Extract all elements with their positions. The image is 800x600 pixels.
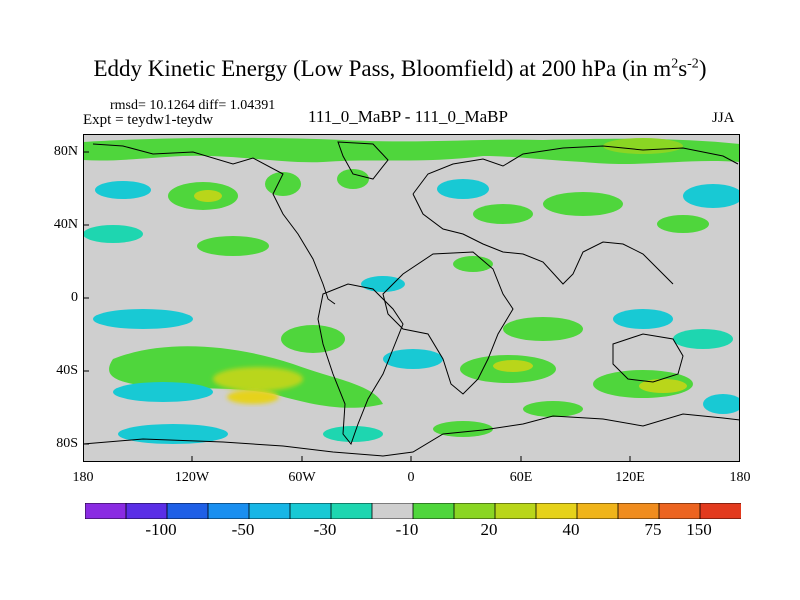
title-sup1: 2	[671, 56, 679, 72]
colorbar-swatch-4	[207, 502, 250, 520]
field-sh-core-1	[213, 367, 303, 391]
field-nh-2	[95, 181, 151, 199]
map-background	[83, 134, 740, 462]
axis-ticks	[83, 151, 631, 462]
field-trop-3	[503, 317, 583, 341]
colorbar-swatch-3	[166, 502, 209, 520]
colorbar-swatch-11	[494, 502, 537, 520]
ytick-label-80s: 80S	[56, 436, 78, 451]
experiment-label: Expt = teydw1-teydw	[83, 112, 214, 128]
field-sh-2	[113, 382, 213, 402]
colorbar-swatch-1	[84, 502, 127, 520]
field-sh-6-core	[493, 360, 533, 372]
field-nh-13	[83, 225, 143, 243]
runs-label: 111_0_MaBP - 111_0_MaBP	[308, 107, 508, 126]
colorbar-swatches	[84, 502, 742, 520]
xtick-label-180w: 180	[72, 470, 94, 485]
xtick-label-60e: 60E	[509, 470, 533, 485]
colorbar-label-2: -50	[231, 520, 255, 539]
colorbar-swatch-14	[617, 502, 660, 520]
colorbar-label-3: -30	[313, 520, 337, 539]
colorbar-swatch-7	[330, 502, 373, 520]
ytick-label-40n: 40N	[53, 217, 78, 232]
rmsd-diff-text: rmsd= 10.1264 diff= 1.04391	[110, 98, 276, 113]
colorbar	[84, 502, 742, 524]
field-sh-9	[703, 394, 740, 414]
colorbar-swatch-6	[289, 502, 332, 520]
field-nh-8	[683, 184, 740, 208]
field-nh-11	[361, 276, 405, 292]
colorbar-swatch-13	[576, 502, 619, 520]
field-sh-3	[118, 424, 228, 444]
coast-eurasia-north	[412, 145, 739, 195]
field-nh-9	[657, 215, 709, 233]
colorbar-swatch-2	[125, 502, 168, 520]
ytick-label-40s: 40S	[56, 363, 78, 378]
field-trop-4	[613, 309, 673, 329]
map-plot	[83, 134, 740, 462]
xtick-label-120w: 120W	[174, 470, 210, 485]
field-nh-10	[197, 236, 269, 256]
field-nh-7	[543, 192, 623, 216]
xtick-label-60w: 60W	[288, 470, 316, 485]
field-nh-1-core	[194, 190, 222, 202]
field-sh-7-core	[639, 379, 687, 393]
field-nh-4	[337, 169, 369, 189]
field-sh-8	[523, 401, 583, 417]
season-label: JJA	[712, 110, 735, 126]
xtick-label-0: 0	[407, 470, 415, 485]
ytick-label-80n: 80N	[53, 144, 78, 159]
title-sup2: -2	[687, 56, 699, 72]
colorbar-swatch-10	[453, 502, 496, 520]
colorbar-label-4: -10	[395, 520, 419, 539]
field-nh-3	[265, 172, 301, 196]
field-trop-5	[673, 329, 733, 349]
colorbar-label-6: 40	[562, 520, 580, 539]
field-sh-4	[323, 426, 383, 442]
coast-eurasia-south	[412, 193, 674, 285]
colorbar-label-8: 150	[686, 520, 712, 539]
coast-africa	[382, 251, 514, 395]
coast-greenland	[337, 141, 389, 180]
field-nh-5	[437, 179, 489, 199]
xtick-label-180e: 180	[729, 470, 751, 485]
colorbar-swatch-12	[535, 502, 578, 520]
field-arctic-band	[83, 137, 740, 164]
colorbar-swatch-16	[699, 502, 742, 520]
contour-fields	[83, 137, 740, 444]
ytick-label-0: 0	[71, 290, 78, 305]
title-mid: s	[678, 56, 688, 81]
colorbar-label-5: 20	[480, 520, 498, 539]
colorbar-swatch-15	[658, 502, 701, 520]
field-trop-1	[93, 309, 193, 329]
title-main: Eddy Kinetic Energy (Low Pass, Bloomfiel…	[93, 56, 672, 81]
colorbar-swatch-9	[412, 502, 455, 520]
plot-title: Eddy Kinetic Energy (Low Pass, Bloomfiel…	[0, 56, 800, 82]
colorbar-swatch-8	[371, 502, 414, 520]
field-sh-core-2	[227, 390, 279, 404]
coast-australia	[612, 333, 684, 383]
coastlines	[83, 141, 740, 457]
colorbar-label-7: 75	[644, 520, 662, 539]
field-arctic-core	[603, 138, 683, 154]
coast-south-america	[317, 283, 404, 446]
field-nh-6	[473, 204, 533, 224]
coast-north-america	[92, 143, 336, 305]
colorbar-label-1: -100	[145, 520, 177, 539]
coast-antarctica	[83, 413, 740, 457]
map-panel	[83, 134, 740, 462]
field-trop-2	[281, 325, 345, 353]
colorbar-swatch-5	[248, 502, 291, 520]
title-end: )	[698, 56, 707, 81]
xtick-label-120e: 120E	[615, 470, 645, 485]
field-sh-5	[383, 349, 443, 369]
